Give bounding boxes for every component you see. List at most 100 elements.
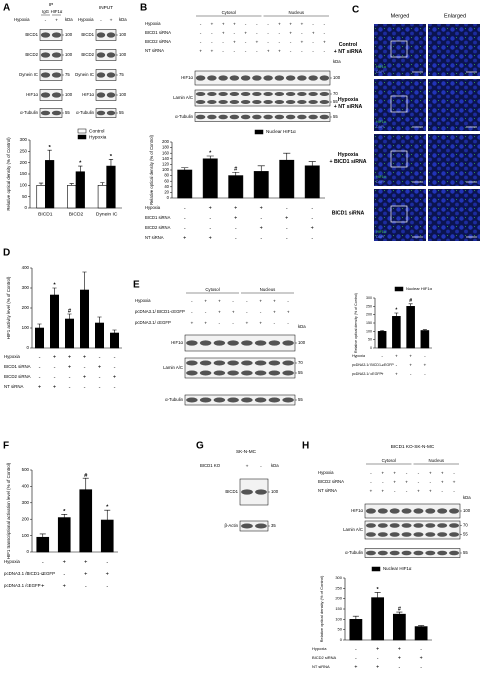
- kda-label: kDa: [271, 463, 279, 468]
- condition-sign: +: [246, 464, 249, 469]
- condition-sign: -: [286, 225, 288, 231]
- blot-band: [218, 75, 228, 81]
- condition-sign: -: [441, 489, 443, 494]
- y-tick-label: 300: [22, 500, 30, 505]
- significance-mark: #: [409, 298, 412, 304]
- condition-sign: +: [222, 22, 225, 27]
- blot-band: [449, 550, 460, 556]
- blot-band: [425, 550, 436, 556]
- kda-value: 70: [463, 523, 468, 528]
- condition-sign: -: [245, 22, 247, 27]
- blot-band: [389, 550, 400, 556]
- condition-sign: -: [301, 49, 303, 54]
- condition-sign: -: [222, 40, 224, 45]
- micrograph: [374, 134, 426, 186]
- condition-sign: -: [453, 471, 455, 476]
- condition-sign: +: [234, 215, 237, 221]
- condition-sign: +: [287, 310, 290, 315]
- blot-band: [282, 370, 294, 376]
- legend-label: Hypoxia: [89, 134, 107, 140]
- condition-sign: +: [405, 480, 408, 485]
- panel-label: A: [3, 3, 10, 14]
- kda-value: 70: [333, 91, 338, 96]
- row-label: + NT siRNA: [334, 49, 363, 55]
- legend-swatch: [77, 128, 87, 134]
- condition-sign: -: [370, 471, 372, 476]
- error-bar: [232, 171, 240, 176]
- blot-band: [106, 52, 116, 58]
- condition-sign: +: [398, 655, 401, 661]
- kda-value: 100: [298, 340, 306, 345]
- condition-label: NT siRNA: [4, 384, 24, 389]
- blot-band: [241, 523, 253, 529]
- blot-band: [319, 92, 330, 96]
- bar: [414, 626, 428, 641]
- significance-mark: #: [234, 167, 238, 173]
- kda-label: kDa: [119, 17, 127, 22]
- legend-label: Nuclear HIF1α: [383, 566, 412, 571]
- blot-band: [241, 340, 253, 346]
- panel-label: E: [133, 280, 140, 291]
- zoom-box: [390, 150, 408, 168]
- blot-band: [437, 532, 448, 537]
- blot-band: [389, 523, 400, 528]
- condition-sign: -: [406, 471, 408, 476]
- y-axis-label: Relative optical density (% of Control): [6, 137, 11, 211]
- error-bar: [82, 477, 89, 490]
- blot-band: [254, 340, 267, 346]
- condition-label: BICD1 KO: [200, 463, 221, 468]
- blot-band: [254, 397, 267, 403]
- condition-label: Hypoxia: [135, 298, 151, 303]
- condition-sign: -: [290, 49, 292, 54]
- blot-band: [51, 32, 62, 38]
- condition-sign: -: [424, 354, 426, 359]
- y-tick-label: 100: [20, 182, 28, 187]
- condition-sign: +: [233, 22, 236, 27]
- blot-band: [186, 360, 198, 366]
- blot-band: [425, 532, 436, 537]
- legend-swatch: [394, 286, 404, 292]
- blot-band: [227, 370, 239, 376]
- error-bar: [100, 182, 105, 186]
- blot-band: [195, 92, 206, 96]
- bar: [49, 294, 59, 349]
- condition-sign: +: [273, 310, 276, 315]
- blot-band: [51, 92, 62, 98]
- blot-band: [40, 92, 51, 98]
- y-tick-label: 40: [164, 184, 169, 189]
- condition-sign: +: [381, 471, 384, 476]
- blot-band: [297, 114, 307, 120]
- blot-band: [252, 92, 262, 96]
- condition-sign: -: [396, 363, 398, 368]
- y-tick-label: 80: [164, 173, 169, 178]
- zoom-box: [390, 40, 408, 58]
- y-tick-label: 100: [366, 329, 372, 333]
- condition-label: BICD1 siRNA: [145, 30, 171, 35]
- condition-sign: +: [260, 205, 263, 211]
- condition-sign: +: [429, 489, 432, 494]
- error-bar: [108, 158, 114, 167]
- bar: [371, 597, 385, 641]
- blot-band: [319, 114, 330, 120]
- bar: [100, 519, 114, 553]
- condition-sign: -: [260, 464, 262, 469]
- condition-label: Hypoxia: [78, 17, 94, 22]
- micrograph: [374, 24, 426, 76]
- condition-sign: +: [393, 480, 396, 485]
- condition-sign: -: [232, 321, 234, 326]
- blot-band: [274, 75, 285, 81]
- condition-sign: -: [420, 664, 422, 670]
- kda-value: 100: [65, 92, 73, 97]
- error-bar: [52, 287, 57, 295]
- condition-sign: +: [218, 299, 221, 304]
- x-tick-label: BICD1: [38, 211, 53, 217]
- condition-sign: -: [209, 215, 211, 221]
- bar: [97, 185, 107, 209]
- condition-sign: -: [219, 321, 221, 326]
- blot-band: [268, 397, 281, 403]
- condition-sign: -: [311, 235, 313, 241]
- y-tick-label: 400: [22, 484, 30, 489]
- bar: [253, 171, 269, 199]
- blot-band: [254, 360, 267, 366]
